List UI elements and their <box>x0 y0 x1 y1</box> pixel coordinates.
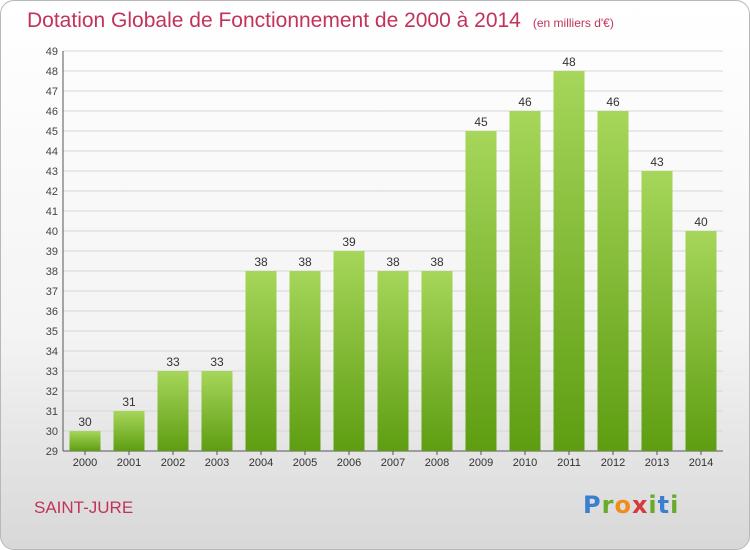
x-tick-label: 2009 <box>469 457 493 469</box>
proxiti-logo: Proxiti <box>583 491 679 519</box>
y-tick-label: 42 <box>46 186 58 198</box>
bar <box>509 111 541 451</box>
bar <box>377 271 409 451</box>
y-tick-label: 35 <box>46 326 58 338</box>
bar-layer <box>69 71 717 451</box>
logo-letter: P <box>583 491 602 519</box>
y-tick-label: 46 <box>46 106 58 118</box>
chart-title: Dotation Globale de Fonctionnement de 20… <box>27 9 614 33</box>
data-label: 46 <box>606 95 620 109</box>
bar <box>289 271 321 451</box>
x-tick-label: 2011 <box>557 457 581 469</box>
y-tick-label: 32 <box>46 386 58 398</box>
logo-letter: i <box>648 491 658 519</box>
x-tick-label: 2007 <box>381 457 405 469</box>
commune-name: SAINT-JURE <box>34 498 134 517</box>
y-tick-label: 48 <box>46 66 58 78</box>
bar <box>157 371 189 451</box>
y-tick-label: 29 <box>46 446 58 458</box>
data-label: 33 <box>166 355 180 369</box>
logo-letter: o <box>614 491 632 519</box>
y-tick-label: 47 <box>46 86 58 98</box>
y-tick-label: 40 <box>46 226 58 238</box>
x-tick-label: 2014 <box>689 457 713 469</box>
bar <box>245 271 277 451</box>
x-tick-label: 2001 <box>117 457 141 469</box>
x-tick-label: 2000 <box>73 457 97 469</box>
logo-letter: t <box>657 491 671 519</box>
logo-letter: i <box>670 491 680 519</box>
data-label: 39 <box>342 235 356 249</box>
data-label: 38 <box>254 255 268 269</box>
y-tick-label: 37 <box>46 286 58 298</box>
y-tick-label: 33 <box>46 366 58 378</box>
y-tick-label: 44 <box>46 146 58 158</box>
data-label: 33 <box>210 355 224 369</box>
data-label: 46 <box>518 95 532 109</box>
bar <box>421 271 453 451</box>
bar <box>201 371 233 451</box>
y-tick-label: 34 <box>46 346 58 358</box>
y-tick-label: 38 <box>46 266 58 278</box>
logo-letter: r <box>601 491 615 519</box>
bar <box>597 111 629 451</box>
data-label: 45 <box>474 115 488 129</box>
label-layer: 30 31 33 33 38 38 39 38 38 45 46 48 46 43 40 <box>78 55 708 429</box>
unit-subtitle: (en milliers d'€) <box>532 16 614 30</box>
data-label: 48 <box>562 55 576 69</box>
data-label: 40 <box>694 215 708 229</box>
bar <box>113 411 145 451</box>
x-tick-label: 2002 <box>161 457 185 469</box>
y-tick-label: 45 <box>46 126 58 138</box>
logo-letter: x <box>631 491 649 519</box>
y-tick-label: 41 <box>46 206 58 218</box>
title-text: Dotation Globale de Fonctionnement de 20… <box>27 9 521 32</box>
bar <box>465 131 497 451</box>
data-label: 30 <box>78 415 92 429</box>
bar <box>333 251 365 451</box>
bar <box>685 231 717 451</box>
x-tick-label: 2004 <box>249 457 273 469</box>
bar <box>553 71 585 451</box>
y-tick-label: 43 <box>46 166 58 178</box>
y-tick-label: 31 <box>46 406 58 418</box>
data-label: 43 <box>650 155 664 169</box>
bar <box>69 431 101 451</box>
x-tick-label: 2003 <box>205 457 229 469</box>
x-tick-label: 2013 <box>645 457 669 469</box>
x-tick-label: 2012 <box>601 457 625 469</box>
bar <box>641 171 673 451</box>
data-label: 38 <box>430 255 444 269</box>
x-tick-label: 2010 <box>513 457 537 469</box>
x-tick-label: 2005 <box>293 457 317 469</box>
data-label: 31 <box>122 395 136 409</box>
data-label: 38 <box>386 255 400 269</box>
y-tick-label: 36 <box>46 306 58 318</box>
x-tick-label: 2008 <box>425 457 449 469</box>
y-tick-label: 30 <box>46 426 58 438</box>
data-label: 38 <box>298 255 312 269</box>
x-tick-label: 2006 <box>337 457 361 469</box>
y-tick-label: 49 <box>46 46 58 58</box>
y-tick-label: 39 <box>46 246 58 258</box>
